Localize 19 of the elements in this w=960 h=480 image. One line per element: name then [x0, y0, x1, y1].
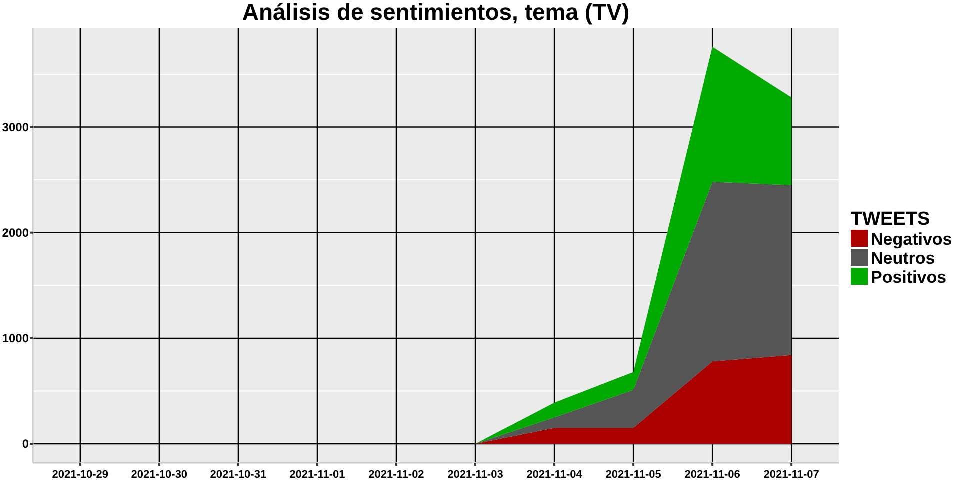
legend-label: Negativos	[871, 230, 952, 249]
x-tick-label: 2021-10-29	[52, 469, 109, 480]
x-tick-label: 2021-10-30	[131, 469, 188, 480]
x-tick-label: 2021-11-05	[606, 469, 662, 480]
legend-label: Positivos	[871, 268, 947, 287]
x-tick-label: 2021-10-31	[210, 469, 267, 480]
y-tick-label: 3000	[2, 120, 30, 134]
y-tick-label: 1000	[2, 332, 30, 346]
y-tick-label: 0	[22, 437, 30, 452]
legend-label: Neutros	[871, 249, 936, 268]
x-tick-label: 2021-11-04	[526, 469, 584, 480]
chart-title: Análisis de sentimientos, tema (TV)	[242, 0, 630, 25]
legend-title: TWEETS	[851, 209, 930, 230]
y-tick-label: 2000	[2, 226, 30, 240]
x-tick-label: 2021-11-03	[448, 469, 504, 480]
x-tick-label: 2021-11-02	[368, 469, 424, 480]
x-tick-label: 2021-11-06	[684, 469, 740, 480]
x-tick-label: 2021-11-01	[290, 469, 346, 480]
x-tick-label: 2021-11-07	[764, 469, 820, 480]
